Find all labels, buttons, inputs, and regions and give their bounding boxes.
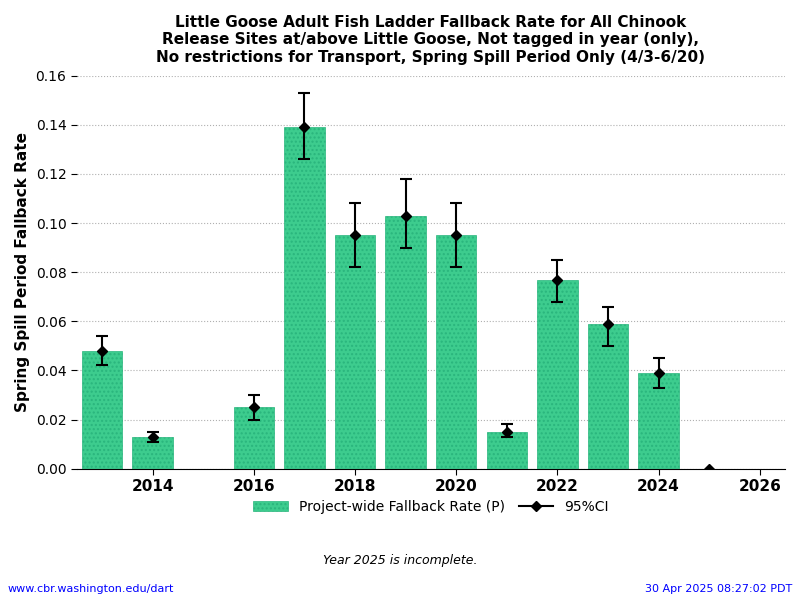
Text: Year 2025 is incomplete.: Year 2025 is incomplete. — [322, 554, 478, 567]
Text: www.cbr.washington.edu/dart: www.cbr.washington.edu/dart — [8, 584, 174, 594]
Bar — [234, 407, 274, 469]
Y-axis label: Spring Spill Period Fallback Rate: Spring Spill Period Fallback Rate — [15, 132, 30, 412]
Bar — [436, 235, 477, 469]
Title: Little Goose Adult Fish Ladder Fallback Rate for All Chinook
Release Sites at/ab: Little Goose Adult Fish Ladder Fallback … — [157, 15, 706, 65]
Bar — [284, 127, 325, 469]
Bar — [486, 432, 527, 469]
Text: 30 Apr 2025 08:27:02 PDT: 30 Apr 2025 08:27:02 PDT — [645, 584, 792, 594]
Legend: Project-wide Fallback Rate (P), 95%CI: Project-wide Fallback Rate (P), 95%CI — [246, 493, 616, 521]
Bar — [537, 280, 578, 469]
Bar — [386, 215, 426, 469]
Bar — [638, 373, 678, 469]
Bar — [133, 437, 173, 469]
Bar — [82, 351, 122, 469]
Bar — [588, 324, 628, 469]
Bar — [335, 235, 375, 469]
